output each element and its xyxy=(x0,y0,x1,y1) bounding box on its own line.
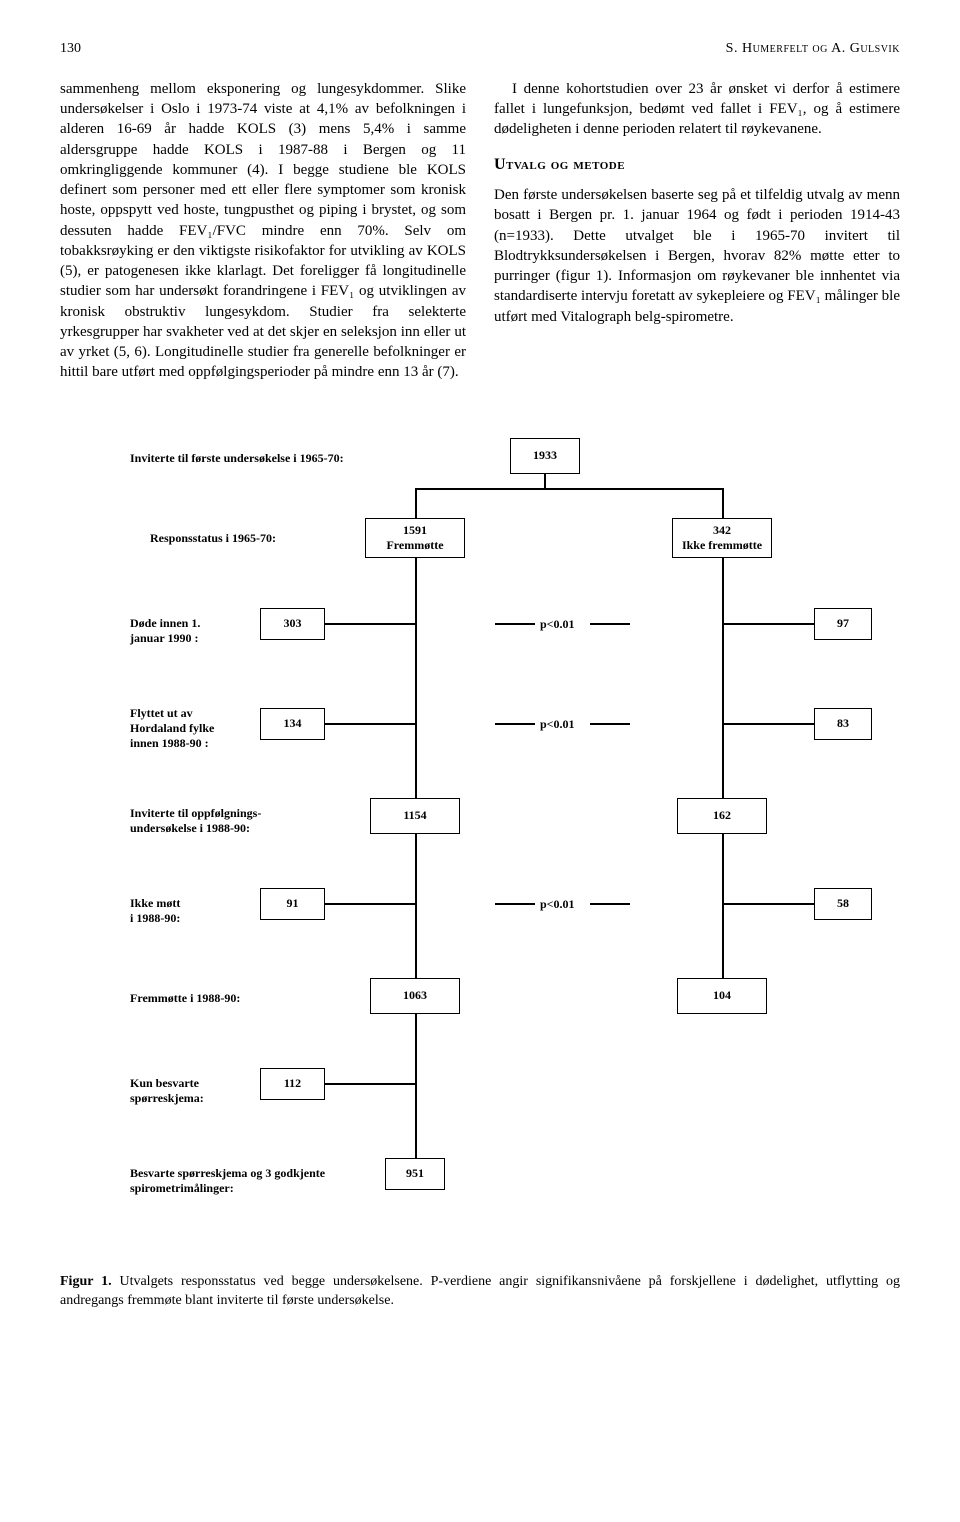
right-paragraph-1: I denne kohortstudien over 23 år ønsket … xyxy=(494,79,900,140)
fc-box-342: 342 Ikke fremmøtte xyxy=(672,518,772,558)
fc-line xyxy=(325,1083,415,1085)
fc-label-questionnaire: Kun besvarte spørreskjema: xyxy=(130,1076,204,1106)
right-column: I denne kohortstudien over 23 år ønsket … xyxy=(494,79,900,393)
fc-label-invited-first: Inviterte til første undersøkelse i 1965… xyxy=(130,451,344,466)
figure-number: Figur 1. xyxy=(60,1274,112,1289)
right-paragraph-2: Den første undersøkelsen baserte seg på … xyxy=(494,185,900,327)
fc-box-303: 303 xyxy=(260,608,325,640)
fc-line xyxy=(722,488,724,518)
fc-line xyxy=(325,903,415,905)
fc-line xyxy=(415,558,417,798)
body-columns: sammenheng mellom eksponering og lungesy… xyxy=(60,79,900,393)
fc-box-1154: 1154 xyxy=(370,798,460,834)
fc-label-moved: Flyttet ut av Hordaland fylke innen 1988… xyxy=(130,706,214,751)
fc-box-951: 951 xyxy=(385,1158,445,1190)
page-header: 130 S. Humerfelt og A. Gulsvik xyxy=(60,40,900,59)
fc-line xyxy=(724,623,814,625)
fc-box-58: 58 xyxy=(814,888,872,920)
fc-label-died: Døde innen 1. januar 1990 : xyxy=(130,616,200,646)
fc-label-response: Responsstatus i 1965-70: xyxy=(150,531,276,546)
fc-line xyxy=(415,1014,417,1158)
fc-line xyxy=(415,488,417,518)
fc-pvalue-2: p<0.01 xyxy=(540,716,575,732)
fc-line xyxy=(590,723,630,725)
fc-line xyxy=(724,903,814,905)
fc-line xyxy=(590,623,630,625)
left-paragraph: sammenheng mellom eksponering og lungesy… xyxy=(60,79,466,383)
figure-caption: Figur 1. Utvalgets responsstatus ved beg… xyxy=(60,1273,900,1311)
fc-line xyxy=(495,723,535,725)
fc-line xyxy=(415,488,724,490)
fc-line xyxy=(722,834,724,978)
fc-pvalue-3: p<0.01 xyxy=(540,896,575,912)
fc-box-104: 104 xyxy=(677,978,767,1014)
left-column: sammenheng mellom eksponering og lungesy… xyxy=(60,79,466,393)
fc-line xyxy=(724,723,814,725)
fc-line xyxy=(495,903,535,905)
fc-box-1063: 1063 xyxy=(370,978,460,1014)
fc-box-134: 134 xyxy=(260,708,325,740)
fc-label-spirometry: Besvarte spørreskjema og 3 godkjente spi… xyxy=(130,1166,325,1196)
page-number: 130 xyxy=(60,40,81,59)
fc-box-1591: 1591 Fremmøtte xyxy=(365,518,465,558)
fc-box-97: 97 xyxy=(814,608,872,640)
fc-box-112: 112 xyxy=(260,1068,325,1100)
fc-line xyxy=(415,834,417,978)
page-authors: S. Humerfelt og A. Gulsvik xyxy=(726,40,900,59)
fc-label-attended: Fremmøtte i 1988-90: xyxy=(130,991,240,1006)
fc-label-not-attended: Ikke møtt i 1988-90: xyxy=(130,896,180,926)
fc-pvalue-1: p<0.01 xyxy=(540,616,575,632)
fc-box-83: 83 xyxy=(814,708,872,740)
fc-label-invited-followup: Inviterte til oppfølgnings- undersøkelse… xyxy=(130,806,261,836)
fc-line xyxy=(325,623,415,625)
fc-line xyxy=(325,723,415,725)
fc-box-162: 162 xyxy=(677,798,767,834)
flowchart: Inviterte til første undersøkelse i 1965… xyxy=(100,433,860,1253)
section-heading: Utvalg og metode xyxy=(494,154,900,176)
fc-line xyxy=(590,903,630,905)
fc-line xyxy=(495,623,535,625)
fc-line xyxy=(544,474,546,488)
figure-caption-text: Utvalgets responsstatus ved begge unders… xyxy=(60,1274,900,1308)
fc-box-1933: 1933 xyxy=(510,438,580,474)
fc-box-91: 91 xyxy=(260,888,325,920)
fc-line xyxy=(722,558,724,798)
